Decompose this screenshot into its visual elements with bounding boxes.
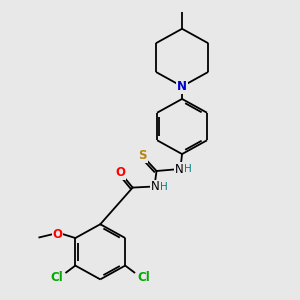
Text: O: O <box>115 166 125 179</box>
Text: S: S <box>139 149 147 163</box>
Text: O: O <box>52 228 62 241</box>
Text: N: N <box>151 180 159 193</box>
Text: N: N <box>174 163 183 176</box>
Text: H: H <box>184 164 192 174</box>
Text: Cl: Cl <box>137 271 150 284</box>
Text: N: N <box>177 80 187 93</box>
Text: H: H <box>160 182 168 192</box>
Text: Cl: Cl <box>51 271 63 284</box>
